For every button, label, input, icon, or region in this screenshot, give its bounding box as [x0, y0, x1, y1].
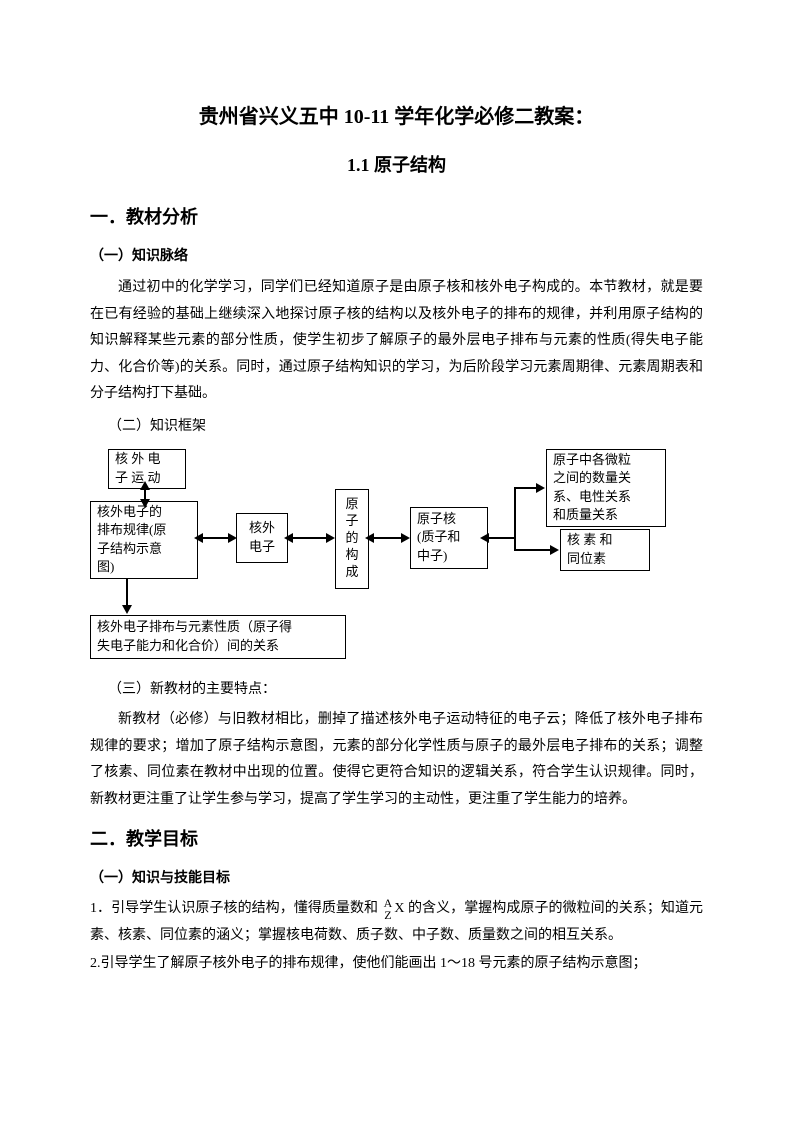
- section-1-1-para: 通过初中的化学学习，同学们已经知道原子是由原子核和核外电子构成的。本节教材，就是…: [90, 275, 703, 408]
- arrow-e-stem: [488, 537, 514, 539]
- arrow-a-b-head-up: [140, 481, 150, 490]
- arrow-b-h: [126, 579, 128, 607]
- section-1-3-para: 新教材（必修）与旧教材相比，删掉了描述核外电子运动特征的电子云；降低了核外电子排…: [90, 707, 703, 813]
- diagram-box-b: 核外电子的 排布规律(原 子结构示意 图): [90, 501, 198, 579]
- arrow-d-e-head-r: [401, 533, 410, 543]
- section-2-item-2: 2.引导学生了解原子核外电子的排布规律，使他们能画出 1～18 号元素的原子结构…: [90, 951, 703, 978]
- arrow-a-b-head-down: [140, 499, 150, 508]
- arrow-e-g-head: [550, 545, 559, 555]
- arrow-e-g-line: [514, 549, 552, 551]
- arrow-e-f-line: [514, 487, 538, 489]
- diagram-box-h: 核外电子排布与元素性质（原子得 失电子能力和化合价）间的关系: [90, 615, 346, 659]
- atomic-number: Z: [384, 909, 393, 921]
- arrow-e-f-head-l: [480, 533, 489, 543]
- arrow-d-e: [373, 537, 403, 539]
- doc-subtitle: 1.1 原子结构: [90, 148, 703, 182]
- section-1-2-heading: （二）知识框架: [108, 414, 703, 441]
- section-1-3-heading: （三）新教材的主要特点：: [108, 677, 703, 704]
- arrow-e-f-head: [536, 483, 545, 493]
- diagram-box-d: 原子的构成: [335, 489, 369, 589]
- arrow-e-fork: [514, 487, 516, 551]
- section-1-heading: 一．教材分析: [90, 200, 703, 234]
- arrow-b-c-head-r: [228, 533, 237, 543]
- section-1-1-heading: （一）知识脉络: [90, 244, 703, 271]
- arrow-b-h-head: [122, 605, 132, 614]
- diagram-box-c: 核外 电子: [236, 513, 288, 563]
- section-2-1-heading: （一）知识与技能目标: [90, 866, 703, 893]
- isotope-notation: A Z: [384, 897, 393, 921]
- arrow-b-c-head-l: [194, 533, 203, 543]
- arrow-c-d: [292, 537, 328, 539]
- section-2-heading: 二．教学目标: [90, 822, 703, 856]
- knowledge-diagram: 核 外 电 子 运 动 核外电子的 排布规律(原 子结构示意 图) 核外 电子 …: [90, 449, 700, 669]
- section-2-item-1: 1．引导学生认识原子核的结构，懂得质量数和 A Z X 的含义，掌握构成原子的微…: [90, 896, 703, 949]
- arrow-c-d-head-l: [284, 533, 293, 543]
- doc-title: 贵州省兴义五中 10-11 学年化学必修二教案：: [90, 98, 703, 136]
- item1-pre: 1．引导学生认识原子核的结构，懂得质量数和: [90, 901, 378, 916]
- element-x: X: [394, 901, 404, 916]
- diagram-box-e: 原子核 (质子和 中子): [410, 507, 488, 569]
- arrow-b-c: [202, 537, 230, 539]
- diagram-box-g: 核 素 和 同位素: [560, 529, 650, 571]
- arrow-d-e-head-l: [365, 533, 374, 543]
- arrow-c-d-head-r: [326, 533, 335, 543]
- diagram-box-f: 原子中各微粒 之间的数量关 系、电性关系 和质量关系: [546, 449, 666, 527]
